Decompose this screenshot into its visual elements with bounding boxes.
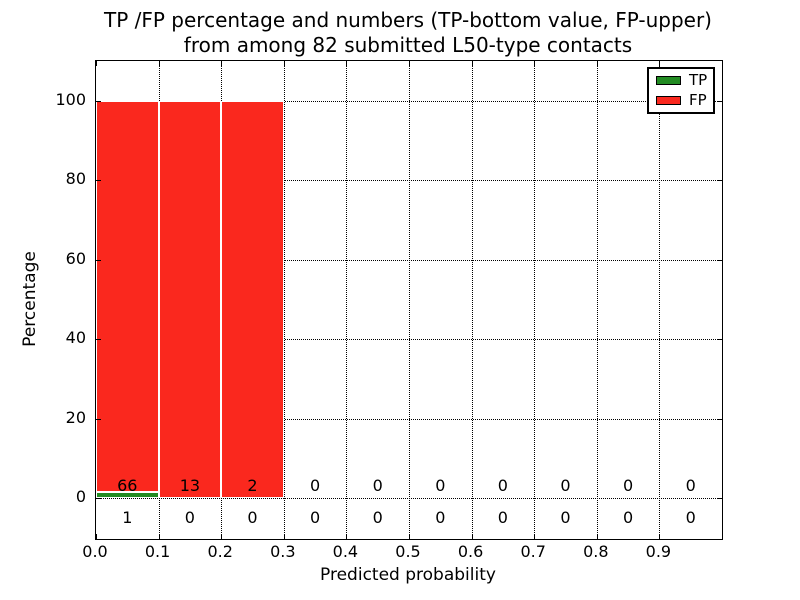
legend: TP FP [647, 67, 715, 114]
x-tick-label: 0.2 [207, 542, 233, 561]
y-tick-label: 40 [65, 328, 86, 348]
legend-item-tp: TP [656, 73, 713, 88]
x-tick-label: 0.6 [457, 542, 484, 561]
x-tick-label: 0.1 [144, 542, 171, 561]
fp-count-label: 0 [685, 476, 696, 496]
y-tick-mark-right [717, 339, 722, 341]
x-tick-mark-top [534, 61, 536, 66]
y-tick-label: 60 [65, 248, 86, 268]
y-tick-mark-right [717, 259, 722, 261]
x-tick-label: 0.5 [395, 542, 421, 561]
y-tick-mark-left [96, 101, 101, 102]
x-tick-mark-bottom [158, 534, 160, 539]
fp-count-label: 2 [247, 476, 258, 496]
y-tick-mark-left [96, 259, 101, 261]
fp-count-label: 13 [179, 476, 201, 496]
y-tick-mark-right [717, 498, 722, 499]
chart-title-line2: from among 82 submitted L50-type contact… [183, 33, 633, 57]
fp-count-label: 66 [117, 476, 138, 496]
x-tick-mark-top [346, 61, 348, 66]
tp-count-label: 0 [184, 507, 195, 527]
x-tick-label: 0.8 [583, 542, 609, 561]
tp-count-label: 0 [247, 507, 258, 527]
tp-count-label: 0 [435, 507, 446, 527]
x-tick-mark-top [158, 61, 160, 66]
x-tick-mark-bottom [96, 534, 97, 539]
grid-line-v [534, 61, 536, 539]
y-tick-label: 0 [75, 487, 86, 506]
tp-count-label: 0 [560, 507, 571, 527]
x-tick-mark-bottom [283, 534, 285, 539]
fp-count-label: 0 [497, 476, 508, 496]
x-tick-mark-bottom [659, 534, 661, 539]
chart-title: TP /FP percentage and numbers (TP-bottom… [95, 8, 721, 58]
tp-count-label: 0 [685, 507, 696, 527]
fp-count-label: 0 [623, 476, 634, 496]
chart-title-line1: TP /FP percentage and numbers (TP-bottom… [104, 8, 712, 32]
tp-count-label: 0 [497, 507, 508, 527]
y-tick-mark-left [96, 339, 101, 341]
x-tick-mark-bottom [534, 534, 536, 539]
x-tick-mark-top [596, 61, 598, 66]
y-tick-mark-left [96, 418, 101, 420]
x-tick-mark-bottom [596, 534, 598, 539]
tp-color-swatch [656, 76, 681, 85]
grid-line-v [346, 61, 348, 539]
grid-line-v [409, 61, 410, 539]
x-tick-mark-bottom [346, 534, 348, 539]
fp-color-swatch [656, 96, 681, 105]
y-tick-label: 80 [65, 169, 86, 189]
y-tick-mark-left [96, 180, 101, 182]
grid-line-v [596, 61, 598, 539]
y-tick-mark-left [96, 498, 101, 499]
bar-segment-fp [96, 101, 159, 493]
x-tick-mark-top [221, 61, 223, 66]
tp-count-label: 0 [310, 507, 321, 527]
tp-count-label: 0 [623, 507, 634, 527]
x-tick-mark-top [471, 61, 473, 66]
x-tick-mark-bottom [409, 534, 410, 539]
legend-label-tp: TP [689, 71, 708, 89]
y-tick-label: 100 [55, 90, 86, 109]
grid-line-v [283, 61, 285, 539]
grid-line-v [471, 61, 473, 539]
bar-segment-fp [221, 101, 284, 498]
y-tick-label: 20 [65, 407, 86, 427]
fp-count-label: 0 [560, 476, 571, 496]
x-axis-label: Predicted probability [320, 565, 496, 585]
legend-label-fp: FP [689, 91, 707, 109]
x-tick-mark-top [283, 61, 285, 66]
tp-count-label: 1 [122, 507, 133, 527]
x-tick-label: 0.7 [520, 542, 546, 561]
plot-area: 1 66 0 13 0 2 0 0 0 0 0 0 0 0 0 0 0 0 0 0 TP FP [95, 60, 723, 540]
grid-line-v [659, 61, 661, 539]
bar-segment-tp [96, 492, 159, 498]
x-tick-mark-bottom [471, 534, 473, 539]
x-tick-mark-top [659, 61, 661, 66]
y-tick-mark-right [717, 180, 722, 182]
legend-item-fp: FP [656, 93, 713, 108]
x-tick-label: 0.0 [82, 542, 108, 561]
y-axis-label: Percentage [20, 251, 40, 347]
tp-count-label: 0 [372, 507, 383, 527]
x-tick-label: 0.4 [332, 542, 359, 561]
x-tick-label: 0.9 [645, 542, 672, 561]
x-tick-mark-top [409, 61, 410, 66]
x-tick-mark-bottom [221, 534, 223, 539]
y-tick-mark-right [717, 101, 722, 102]
x-tick-label: 0.3 [270, 542, 296, 561]
y-tick-mark-right [717, 418, 722, 420]
fp-count-label: 0 [310, 476, 321, 496]
x-tick-mark-top [96, 61, 97, 66]
fp-count-label: 0 [372, 476, 383, 496]
fp-count-label: 0 [435, 476, 446, 496]
bar-segment-fp [158, 101, 222, 498]
